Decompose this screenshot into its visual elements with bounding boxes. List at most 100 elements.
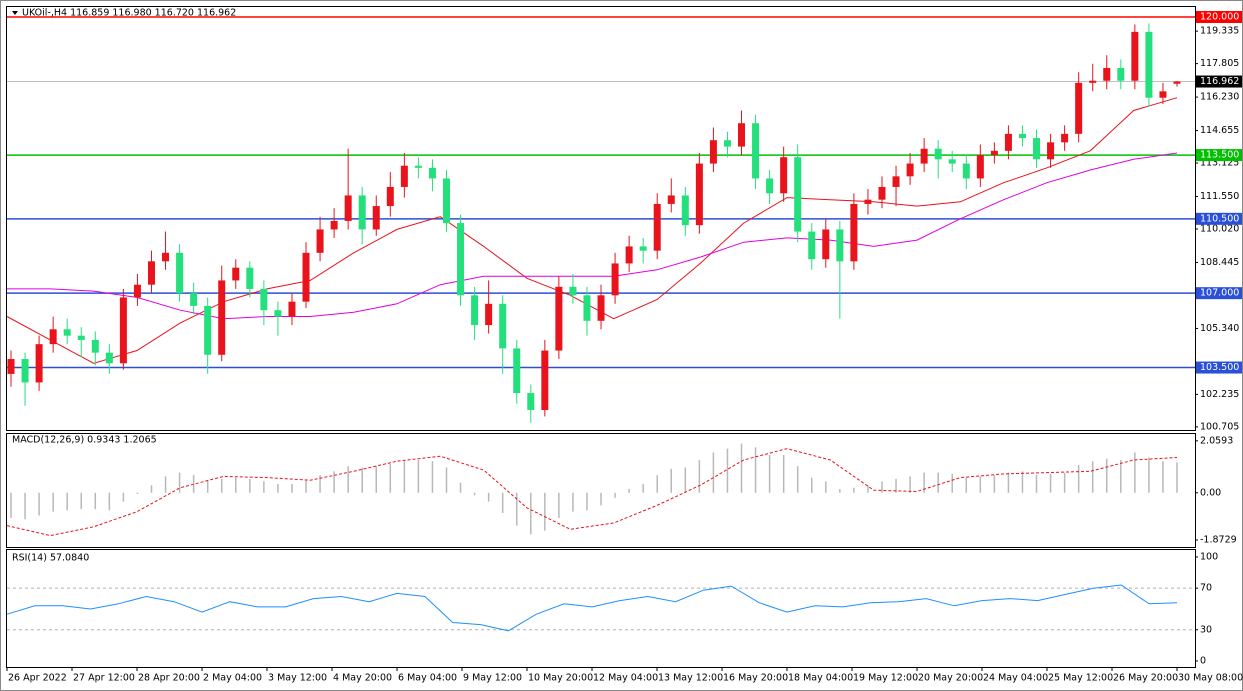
y-tick-label: 70 (1200, 583, 1212, 594)
candle-body (527, 393, 535, 411)
y-tick-label: 119.335 (1200, 26, 1239, 37)
candle-body (246, 267, 254, 289)
y-tick-label: 100 (1200, 551, 1218, 562)
candle-body (513, 348, 521, 394)
candle-body (962, 163, 970, 179)
candle-body (442, 178, 450, 224)
candle-body (695, 163, 703, 226)
candle-body (906, 163, 914, 177)
candle-body (597, 295, 605, 321)
y-tick-label: 111.550 (1200, 191, 1239, 202)
candle-body (35, 344, 43, 383)
indicator-title: MACD(12,26,9) 0.9343 1.2065 (12, 435, 157, 446)
candle-body (1004, 133, 1012, 151)
candle-body (176, 252, 184, 294)
x-tick-label: 28 Apr 20:00 (138, 673, 200, 684)
x-tick-label: 4 May 20:00 (333, 673, 392, 684)
candle-body (878, 186, 886, 200)
candle-body (63, 329, 71, 336)
candle-body (892, 176, 900, 187)
x-tick-label: 12 May 04:00 (593, 673, 658, 684)
candle-body (1131, 31, 1139, 81)
x-tick-label: 20 May 20:00 (918, 673, 983, 684)
candle-body (850, 203, 858, 262)
candle-body (358, 195, 366, 230)
candle-body (653, 203, 661, 251)
candle-body (471, 295, 479, 326)
level-box (1196, 10, 1242, 23)
last-price-box (1196, 75, 1242, 88)
candle-body (1103, 67, 1111, 81)
x-tick-label: 18 May 04:00 (788, 673, 853, 684)
candle-body (232, 267, 240, 281)
y-tick-label: 100.705 (1200, 421, 1239, 432)
y-tick-label: 0 (1200, 655, 1206, 666)
candle-body (386, 186, 394, 207)
candle-body (948, 159, 956, 164)
moving-average (6, 97, 1178, 364)
candle-body (625, 246, 633, 264)
candle-body (162, 252, 170, 262)
candle-body (414, 165, 422, 168)
candle-body (485, 303, 493, 326)
candle-body (288, 301, 296, 317)
candle-body (316, 229, 324, 253)
candle-body (639, 246, 647, 251)
candle-body (541, 350, 549, 411)
x-tick-label: 30 May 08:00 (1178, 673, 1243, 684)
candle-body (218, 280, 226, 355)
x-tick-label: 25 May 12:00 (1048, 673, 1113, 684)
candle-body (1173, 81, 1181, 84)
level-box (1196, 361, 1242, 374)
y-tick-label: 2.0593 (1200, 435, 1233, 446)
candle-body (302, 252, 310, 302)
last-price-label: 116.962 (1200, 76, 1239, 87)
x-tick-label: 27 Apr 12:00 (73, 673, 135, 684)
candle-body (555, 286, 563, 351)
level-box (1196, 149, 1242, 162)
indicator-title: UKOil-,H4 116.859 116.980 116.720 116.96… (22, 8, 236, 19)
level-label: 103.500 (1200, 362, 1239, 373)
x-tick-label: 26 Apr 2022 (8, 673, 67, 684)
candle-body (990, 150, 998, 156)
candle-body (667, 195, 675, 204)
y-tick-label: 105.340 (1200, 323, 1239, 334)
candle-body (752, 123, 760, 179)
candle-body (681, 195, 689, 226)
level-label: 120.000 (1200, 11, 1239, 22)
candle-body (611, 263, 619, 296)
candle-body (1075, 82, 1083, 134)
rsi-line (6, 584, 1178, 632)
candle-body (808, 231, 816, 260)
candle-body (1145, 31, 1153, 98)
candle-body (1089, 80, 1097, 83)
candle-body (920, 148, 928, 164)
x-tick-label: 24 May 04:00 (983, 673, 1048, 684)
y-tick-label: 116.230 (1200, 92, 1239, 103)
candle-body (274, 310, 282, 317)
candle-body (822, 229, 830, 260)
candle-body (583, 295, 591, 321)
candle-body (457, 223, 465, 296)
level-box (1196, 212, 1242, 225)
candle-body (569, 286, 577, 296)
y-tick-label: 108.445 (1200, 257, 1239, 268)
candle-body (794, 157, 802, 232)
candle-body (344, 195, 352, 221)
candle-body (105, 352, 113, 364)
level-label: 107.000 (1200, 288, 1239, 299)
x-tick-label: 19 May 12:00 (853, 673, 918, 684)
candle-body (147, 261, 155, 285)
y-tick-label: 117.805 (1200, 58, 1239, 69)
candle-body (372, 206, 380, 230)
level-label: 110.500 (1200, 213, 1239, 224)
candle-body (934, 148, 942, 160)
candle-body (836, 229, 844, 262)
moving-average (7, 152, 1178, 320)
x-tick-label: 3 May 12:00 (268, 673, 327, 684)
candle-body (709, 140, 717, 164)
menu-arrow[interactable] (12, 11, 18, 15)
y-tick-label: 110.020 (1200, 224, 1239, 235)
y-tick-label: 102.235 (1200, 389, 1239, 400)
